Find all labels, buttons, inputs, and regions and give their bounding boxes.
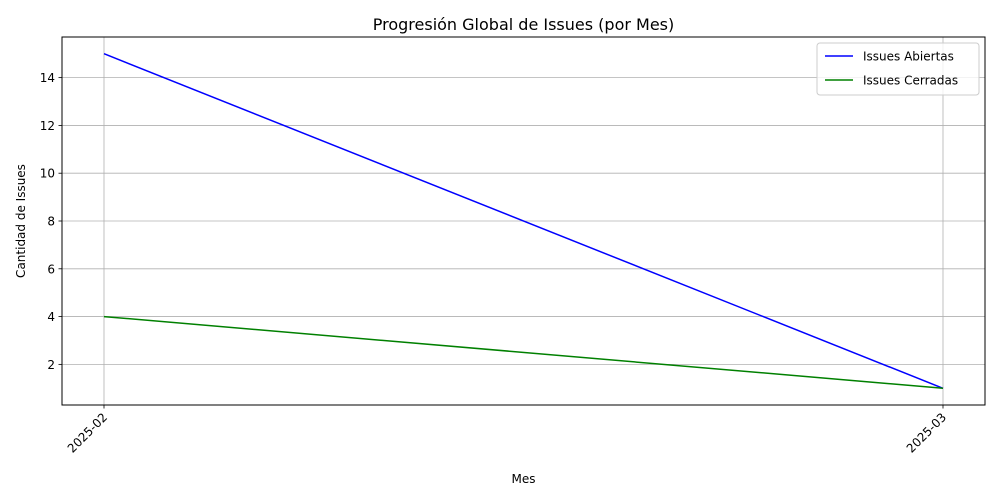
x-axis-label: Mes	[512, 472, 536, 486]
legend: Issues Abiertas Issues Cerradas	[816, 42, 980, 96]
y-tick-label: 2	[47, 358, 55, 372]
y-axis-ticks: 2 4 6 8 10 12 14	[40, 71, 62, 372]
y-tick-label: 10	[40, 167, 55, 181]
legend-label-abiertas: Issues Abiertas	[863, 50, 954, 64]
y-tick-label: 12	[40, 119, 55, 133]
y-tick-label: 8	[47, 215, 55, 229]
series-line-abiertas	[103, 53, 944, 389]
legend-box	[816, 42, 980, 96]
y-tick-label: 4	[47, 310, 55, 324]
series-lines	[103, 53, 944, 390]
series-line-cerradas	[103, 315, 944, 390]
y-tick-label: 6	[47, 262, 55, 276]
chart-title: Progresión Global de Issues (por Mes)	[373, 15, 675, 34]
legend-label-cerradas: Issues Cerradas	[863, 74, 958, 88]
y-axis-label: Cantidad de Issues	[14, 164, 28, 278]
y-tick-label: 14	[40, 71, 55, 85]
